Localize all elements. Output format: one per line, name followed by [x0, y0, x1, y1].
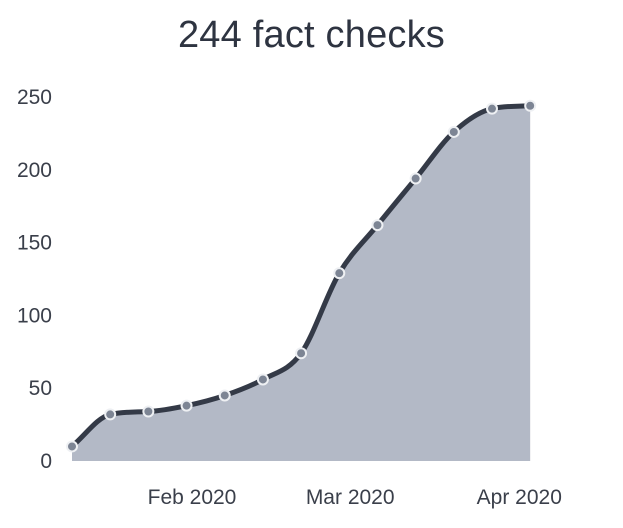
data-point[interactable]: [218, 389, 231, 402]
x-tick-label: Apr 2020: [477, 486, 562, 509]
data-point[interactable]: [66, 440, 78, 453]
data-point[interactable]: [524, 99, 537, 112]
chart-title: 244 fact checks: [177, 14, 446, 56]
x-axis: Feb 2020 Mar 2020 Apr 2020: [148, 486, 562, 509]
data-point[interactable]: [295, 347, 308, 360]
data-point[interactable]: [142, 405, 155, 418]
data-point[interactable]: [180, 399, 193, 412]
y-tick-label: 50: [29, 377, 52, 400]
data-point[interactable]: [256, 373, 269, 386]
y-axis: 0 50 100 150 200 250: [17, 86, 52, 473]
y-tick-label: 150: [17, 232, 52, 255]
y-tick-label: 100: [17, 304, 52, 327]
data-point[interactable]: [371, 219, 384, 232]
points-layer: [66, 99, 537, 453]
data-point[interactable]: [409, 172, 422, 185]
data-point[interactable]: [486, 102, 498, 115]
y-tick-label: 0: [40, 450, 52, 473]
y-tick-label: 250: [17, 86, 52, 109]
data-point[interactable]: [104, 408, 117, 421]
x-tick-label: Mar 2020: [306, 486, 395, 509]
area-layer: [72, 105, 531, 462]
data-point[interactable]: [333, 267, 346, 280]
y-tick-label: 200: [17, 159, 52, 182]
x-tick-label: Feb 2020: [148, 486, 237, 509]
data-point[interactable]: [447, 125, 460, 138]
area-fill: [72, 105, 531, 462]
